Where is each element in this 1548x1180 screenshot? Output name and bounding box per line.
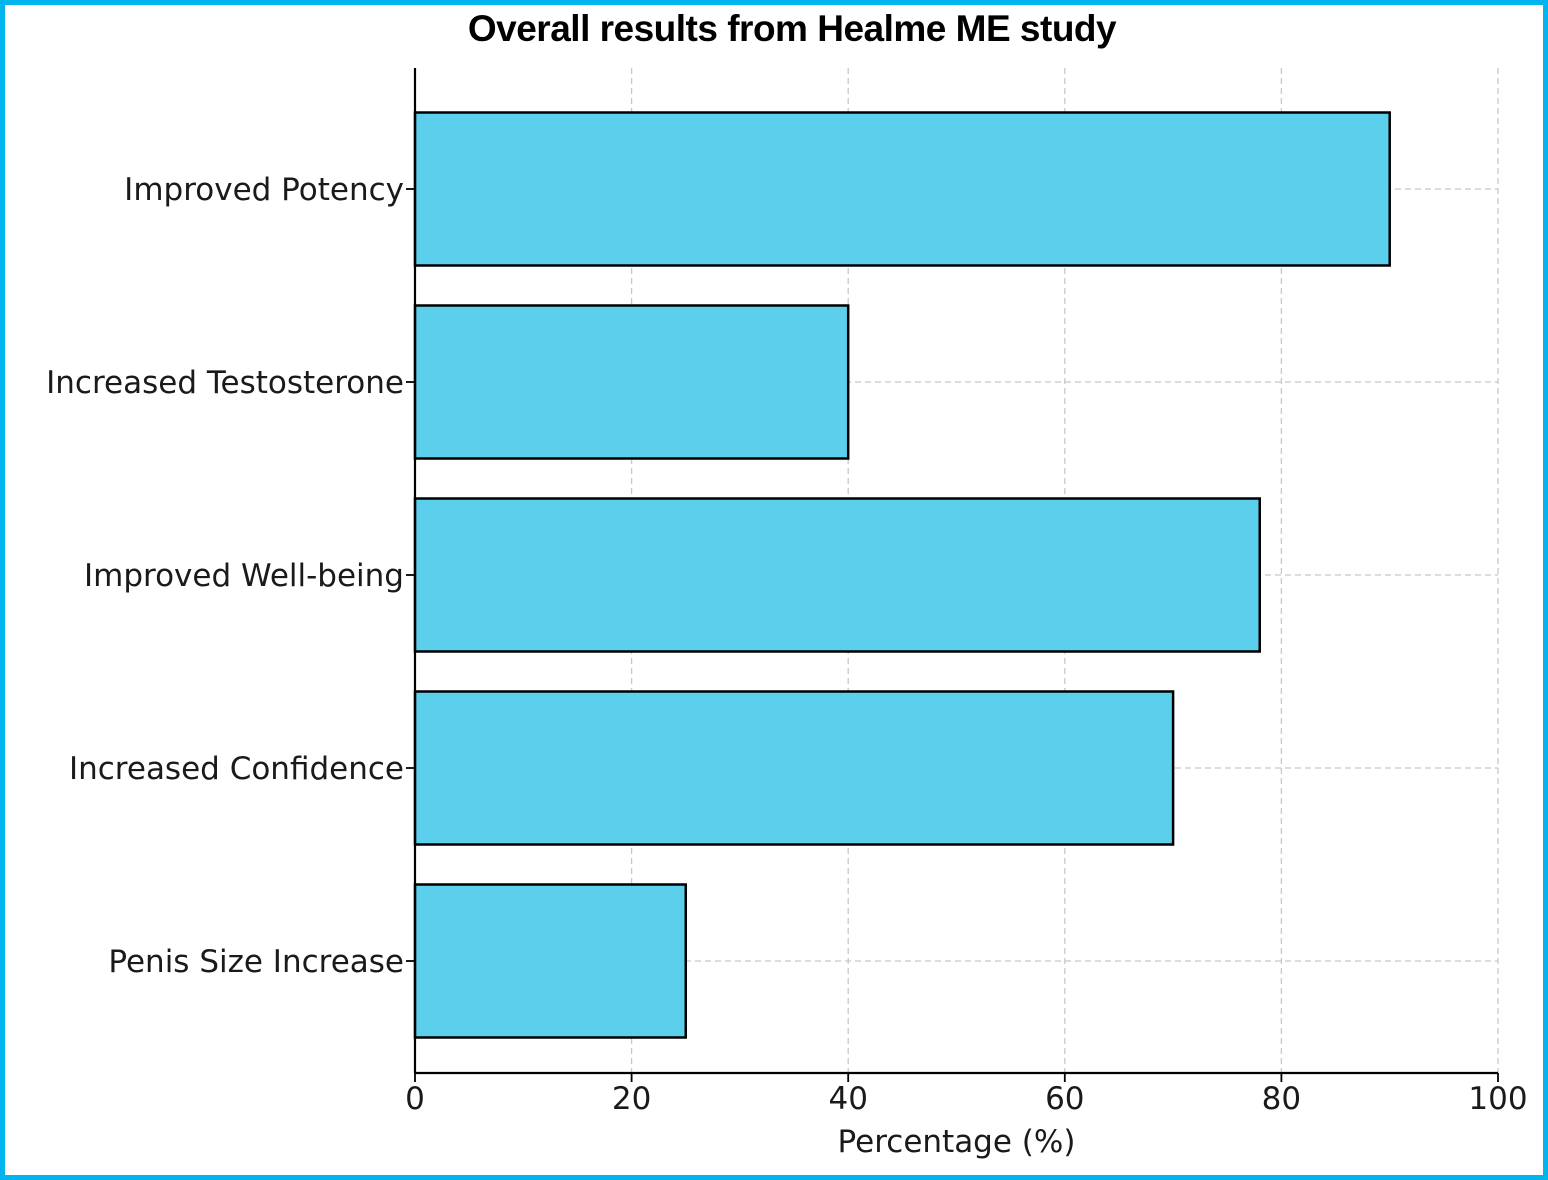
category-label: Penis Size Increase (108, 944, 404, 980)
x-tick-label: 80 (1262, 1081, 1301, 1117)
bar-increased-confidence (413, 690, 1175, 846)
x-tick-label: 0 (405, 1081, 425, 1117)
bars (413, 111, 1391, 1039)
x-tick-label: 20 (612, 1081, 651, 1117)
bar-increased-testosterone (413, 304, 850, 460)
category-label: Increased Testosterone (46, 365, 404, 401)
x-axis-title: Percentage (%) (838, 1124, 1076, 1160)
x-tick-label: 100 (1468, 1081, 1527, 1117)
bar-improved-potency (413, 111, 1391, 267)
chart-title: Overall results from Healme ME study (467, 8, 1117, 49)
x-tick-label: 40 (828, 1081, 867, 1117)
bar-improved-well-being (413, 497, 1261, 653)
labels: 0 20 40 60 80 100 Improved Potency Increased Te… (46, 172, 1527, 1160)
bar-penis-size-increase (413, 883, 687, 1039)
category-label: Improved Well-being (84, 558, 404, 594)
x-tick-label: 60 (1045, 1081, 1084, 1117)
category-label: Improved Potency (124, 172, 404, 208)
axes (406, 68, 1499, 1082)
category-label: Increased Confidence (69, 751, 404, 787)
